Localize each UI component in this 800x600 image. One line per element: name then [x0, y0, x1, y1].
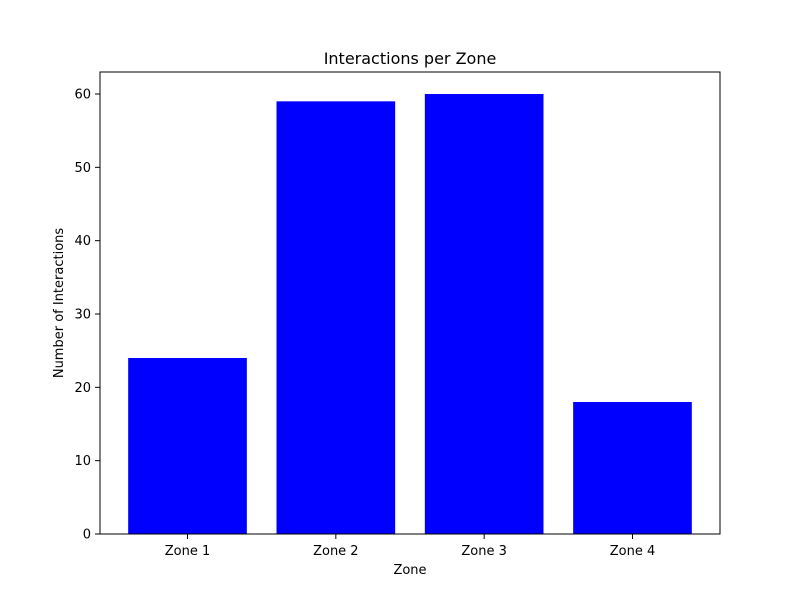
y-tick-label: 50	[74, 161, 91, 176]
y-tick-label: 60	[74, 88, 91, 103]
y-tick-label: 40	[74, 234, 91, 249]
plot-frame	[99, 71, 721, 535]
x-axis: Zone 1 Zone 2 Zone 3 Zone 4	[165, 534, 655, 559]
x-tick-label: Zone 1	[165, 544, 211, 559]
y-axis-label: Number of Interactions	[52, 228, 67, 379]
y-tick-label: 0	[83, 528, 91, 543]
y-tick-label: 20	[74, 381, 91, 396]
x-axis-label: Zone	[393, 563, 426, 578]
chart-title: Interactions per Zone	[324, 49, 497, 68]
bar-4	[573, 402, 692, 534]
bars-layer	[128, 94, 692, 534]
x-tick-label: Zone 2	[313, 544, 359, 559]
bar-1	[128, 358, 247, 534]
bar-2	[276, 101, 396, 534]
y-tick-label: 30	[74, 308, 91, 323]
y-axis: 0 10 20 30 40 50 60	[74, 88, 100, 543]
bar-3	[424, 94, 544, 534]
x-tick-label: Zone 3	[461, 544, 507, 559]
x-tick-label: Zone 4	[610, 544, 656, 559]
y-tick-label: 10	[74, 454, 91, 469]
